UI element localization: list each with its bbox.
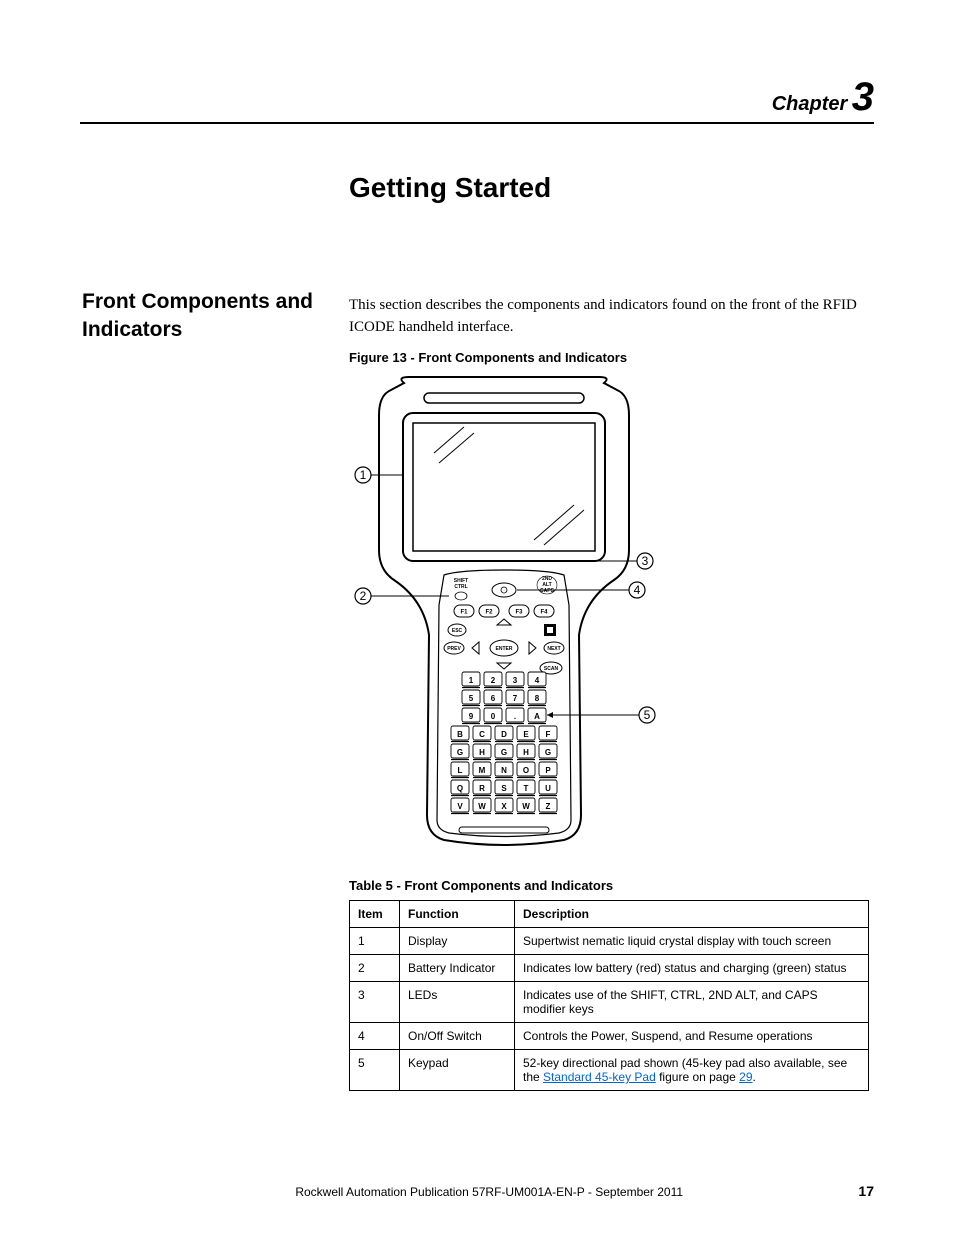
cell-description: Indicates low battery (red) status and c… [515,955,869,982]
svg-text:PREV: PREV [447,646,461,652]
section-title: Front Components and Indicators [82,288,322,345]
svg-text:F: F [546,730,551,739]
cell-description: Controls the Power, Suspend, and Resume … [515,1023,869,1050]
svg-text:V: V [457,802,463,811]
svg-text:4: 4 [535,676,540,685]
link-standard-keypad[interactable]: Standard 45-key Pad [543,1070,656,1084]
table-row: 3LEDsIndicates use of the SHIFT, CTRL, 2… [350,982,869,1023]
cell-description: Indicates use of the SHIFT, CTRL, 2ND AL… [515,982,869,1023]
svg-text:F3: F3 [515,610,523,616]
svg-text:E: E [523,730,529,739]
svg-text:2: 2 [360,589,367,603]
cell-function: LEDs [400,982,515,1023]
svg-text:Q: Q [457,784,463,793]
page-footer: Rockwell Automation Publication 57RF-UM0… [80,1183,874,1199]
intro-paragraph: This section describes the components an… [349,295,874,339]
svg-text:3: 3 [513,676,518,685]
cell-item: 4 [350,1023,400,1050]
svg-text:A: A [534,712,540,721]
svg-text:M: M [479,766,486,775]
page-title: Getting Started [349,172,551,204]
cell-item: 5 [350,1050,400,1091]
svg-text:H: H [479,748,485,757]
table-row: 1DisplaySupertwist nematic liquid crysta… [350,928,869,955]
svg-text:B: B [457,730,463,739]
svg-text:F4: F4 [540,610,548,616]
svg-text:G: G [457,748,463,757]
svg-text:P: P [545,766,551,775]
cell-item: 3 [350,982,400,1023]
svg-text:Z: Z [546,802,551,811]
svg-text:U: U [545,784,551,793]
device-figure: SHIFT CTRL 2ND ALT CAPS F1 F2 F3 F4 ESC … [349,375,659,855]
svg-text:C: C [479,730,485,739]
svg-text:8: 8 [535,694,540,703]
svg-text:W: W [478,802,486,811]
cell-function: Display [400,928,515,955]
svg-text:3: 3 [642,554,649,568]
cell-function: On/Off Switch [400,1023,515,1050]
svg-text:F2: F2 [485,610,493,616]
table-row: 2Battery IndicatorIndicates low battery … [350,955,869,982]
svg-text:7: 7 [513,694,518,703]
svg-text:1: 1 [469,676,474,685]
cell-item: 2 [350,955,400,982]
svg-text:G: G [501,748,507,757]
svg-text:.: . [514,712,516,721]
footer-publication: Rockwell Automation Publication 57RF-UM0… [120,1185,858,1199]
svg-text:S: S [501,784,507,793]
svg-text:X: X [501,802,507,811]
svg-text:H: H [523,748,529,757]
device-svg: SHIFT CTRL 2ND ALT CAPS F1 F2 F3 F4 ESC … [349,375,659,855]
table-row: 5Keypad52-key directional pad shown (45-… [350,1050,869,1091]
header-rule [80,122,874,124]
svg-text:T: T [524,784,529,793]
svg-text:W: W [522,802,530,811]
table-caption: Table 5 - Front Components and Indicator… [349,878,613,893]
th-function: Function [400,901,515,928]
cell-description: 52-key directional pad shown (45-key pad… [515,1050,869,1091]
svg-text:5: 5 [644,708,651,722]
table-header-row: Item Function Description [350,901,869,928]
svg-text:0: 0 [491,712,496,721]
svg-text:SCAN: SCAN [544,666,559,672]
svg-text:6: 6 [491,694,496,703]
chapter-number: 3 [852,75,874,119]
svg-text:1: 1 [360,468,367,482]
th-description: Description [515,901,869,928]
cell-function: Battery Indicator [400,955,515,982]
svg-text:N: N [501,766,507,775]
svg-text:CTRL: CTRL [454,584,467,590]
cell-description: Supertwist nematic liquid crystal displa… [515,928,869,955]
svg-text:O: O [523,766,529,775]
svg-text:2: 2 [491,676,496,685]
chapter-label: Chapter [772,93,848,115]
cell-function: Keypad [400,1050,515,1091]
th-item: Item [350,901,400,928]
svg-text:L: L [458,766,463,775]
svg-text:5: 5 [469,694,474,703]
svg-text:4: 4 [634,583,641,597]
svg-text:NEXT: NEXT [547,646,560,652]
svg-text:G: G [545,748,551,757]
figure-caption: Figure 13 - Front Components and Indicat… [349,350,627,365]
svg-text:ESC: ESC [452,628,463,634]
cell-item: 1 [350,928,400,955]
svg-text:R: R [479,784,485,793]
svg-text:9: 9 [469,712,474,721]
components-table: Item Function Description 1DisplaySupert… [349,900,869,1091]
svg-text:F1: F1 [460,610,468,616]
link-page-ref[interactable]: 29 [739,1070,752,1084]
svg-text:ENTER: ENTER [496,646,513,652]
chapter-header: Chapter 3 [772,75,874,120]
footer-page-number: 17 [858,1183,874,1199]
table-row: 4On/Off SwitchControls the Power, Suspen… [350,1023,869,1050]
svg-text:D: D [501,730,507,739]
